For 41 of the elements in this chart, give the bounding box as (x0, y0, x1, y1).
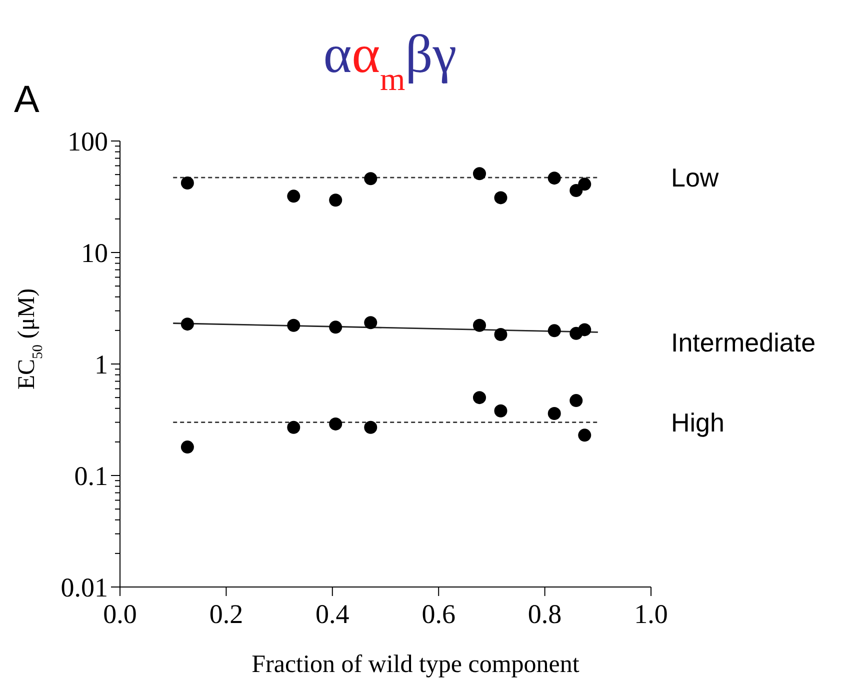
point (364, 172, 378, 186)
point (329, 194, 342, 207)
x-tick-label: 0.6 (422, 599, 456, 629)
point (364, 420, 378, 434)
point (472, 167, 486, 180)
point (494, 328, 508, 341)
point (329, 320, 342, 334)
text: A (14, 79, 40, 121)
chart-title: αα$_{m}$βγ (323, 24, 457, 98)
x-tick-label: 0.2 (209, 599, 244, 629)
x-tick-label: 1.0 (634, 599, 668, 629)
y-tick-label: 100 (68, 126, 108, 156)
point (180, 440, 194, 454)
point (570, 394, 583, 408)
x-tick-label: 0.8 (528, 599, 562, 629)
point (287, 420, 300, 434)
point (329, 417, 342, 430)
point (578, 323, 592, 336)
point (180, 318, 194, 331)
text: Intermediate (671, 327, 816, 358)
point (578, 178, 592, 191)
point (548, 324, 561, 338)
x-tick-label: 0.4 (316, 599, 350, 629)
text: Low (671, 162, 719, 193)
y-tick-label: 10 (81, 238, 108, 268)
point (548, 172, 561, 185)
point (364, 316, 378, 330)
y-tick-label: 0.1 (74, 460, 108, 491)
point (494, 404, 508, 418)
x-axis-title: Fraction of wild type component (252, 651, 580, 678)
point (548, 406, 561, 420)
point (287, 318, 300, 332)
text: High (671, 407, 724, 438)
point (494, 191, 508, 204)
point (570, 184, 583, 197)
point (287, 190, 300, 203)
point (472, 318, 486, 332)
point (180, 176, 194, 190)
y-tick-label: 1 (94, 349, 108, 380)
point (472, 391, 486, 404)
point (578, 428, 592, 442)
